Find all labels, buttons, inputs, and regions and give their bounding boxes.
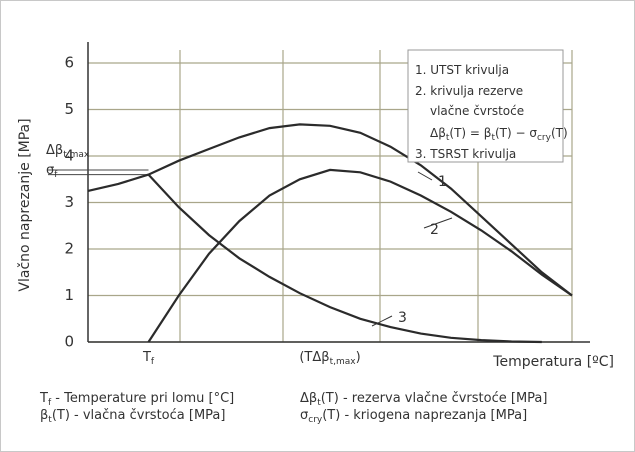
curve-label: 2 <box>430 222 439 238</box>
legend-entry-part: 1. UTST krivulja <box>415 63 509 77</box>
curve-label: 3 <box>398 310 407 326</box>
legend-entry-part: Δβ <box>430 126 446 140</box>
note-sub: cry <box>308 415 323 425</box>
note-part: T <box>39 391 48 406</box>
note-sub: t <box>317 398 321 408</box>
y-annotation-label-sub: t,max <box>63 150 90 160</box>
legend-entry-part: 3. TSRST krivulja <box>415 147 516 161</box>
curve <box>87 123 573 297</box>
curve-label: 1 <box>438 174 447 190</box>
note-part: (T) - vlačna čvrstoća [MPa] <box>52 408 226 423</box>
y-annotation-label-sub: f <box>54 170 58 180</box>
x-tick-label: Tf <box>142 350 155 367</box>
legend-entry-part: vlačne čvrstoće <box>430 104 524 118</box>
note-part: σ <box>300 408 308 423</box>
x-tick-label-sub: t,max <box>330 357 357 367</box>
legend-entry-part: (T) = β <box>449 126 491 140</box>
note-part: β <box>40 408 48 423</box>
y-annotation-label: σf <box>46 163 58 180</box>
y-annotation-label-part: σ <box>46 163 54 178</box>
legend-entry: Δβt(T) = βt(T) − σcry(T) <box>430 126 568 143</box>
x-tick-label-sub: f <box>151 357 155 367</box>
note-part: (T) - rezerva vlačne čvrstoće [MPa] <box>321 391 548 406</box>
legend-entry-sub: t <box>446 133 450 143</box>
y-tick-label: 1 <box>64 286 74 304</box>
leader-line <box>371 315 393 327</box>
x-axis-title: Temperatura [ºC] <box>492 354 614 370</box>
legend-entry: 3. TSRST krivulja <box>415 147 516 161</box>
note-sub: t <box>48 415 52 425</box>
x-tick-label-part: ) <box>356 350 361 365</box>
y-tick-label: 6 <box>64 54 74 72</box>
legend-entry-sub: t <box>491 133 495 143</box>
legend-entry: 1. UTST krivulja <box>415 63 509 77</box>
curve <box>147 173 542 344</box>
y-annotation-label-part: Δβ <box>46 143 63 158</box>
note: Tf - Temperature pri lomu [°C] <box>39 391 234 408</box>
y-tick-label: 0 <box>64 333 74 351</box>
legend-entry-sub: cry <box>537 133 552 143</box>
y-axis-title: Vlačno naprezanje [MPa] <box>17 118 33 291</box>
y-tick-label: 2 <box>64 240 74 258</box>
x-tick-label: (TΔβt,max) <box>299 350 360 367</box>
legend-entry: 2. krivulja rezerve <box>415 84 523 98</box>
note-sub: f <box>48 398 52 408</box>
note-part: Δβ <box>300 391 317 406</box>
x-tick-label-part: (TΔβ <box>299 350 329 365</box>
legend-entry-part: (T) − σ <box>495 126 537 140</box>
x-tick-label-part: T <box>142 350 151 365</box>
note-part: (T) - kriogena naprezanja [MPa] <box>322 408 527 423</box>
leader-line <box>417 171 433 181</box>
legend-entry-part: (T) <box>551 126 568 140</box>
note: σcry(T) - kriogena naprezanja [MPa] <box>300 408 527 425</box>
note: Δβt(T) - rezerva vlačne čvrstoće [MPa] <box>300 391 547 408</box>
legend-box <box>407 49 564 163</box>
note: βt(T) - vlačna čvrstoća [MPa] <box>40 408 225 425</box>
y-tick-label: 3 <box>64 193 74 211</box>
y-annotation-label: Δβt,max <box>46 143 90 160</box>
y-tick-label: 5 <box>64 100 74 118</box>
legend-entry-part: 2. krivulja rezerve <box>415 84 523 98</box>
note-part: - Temperature pri lomu [°C] <box>51 391 234 406</box>
legend-entry: vlačne čvrstoće <box>430 104 524 118</box>
y-tick-label: 4 <box>64 147 74 165</box>
leader-line <box>423 217 453 229</box>
